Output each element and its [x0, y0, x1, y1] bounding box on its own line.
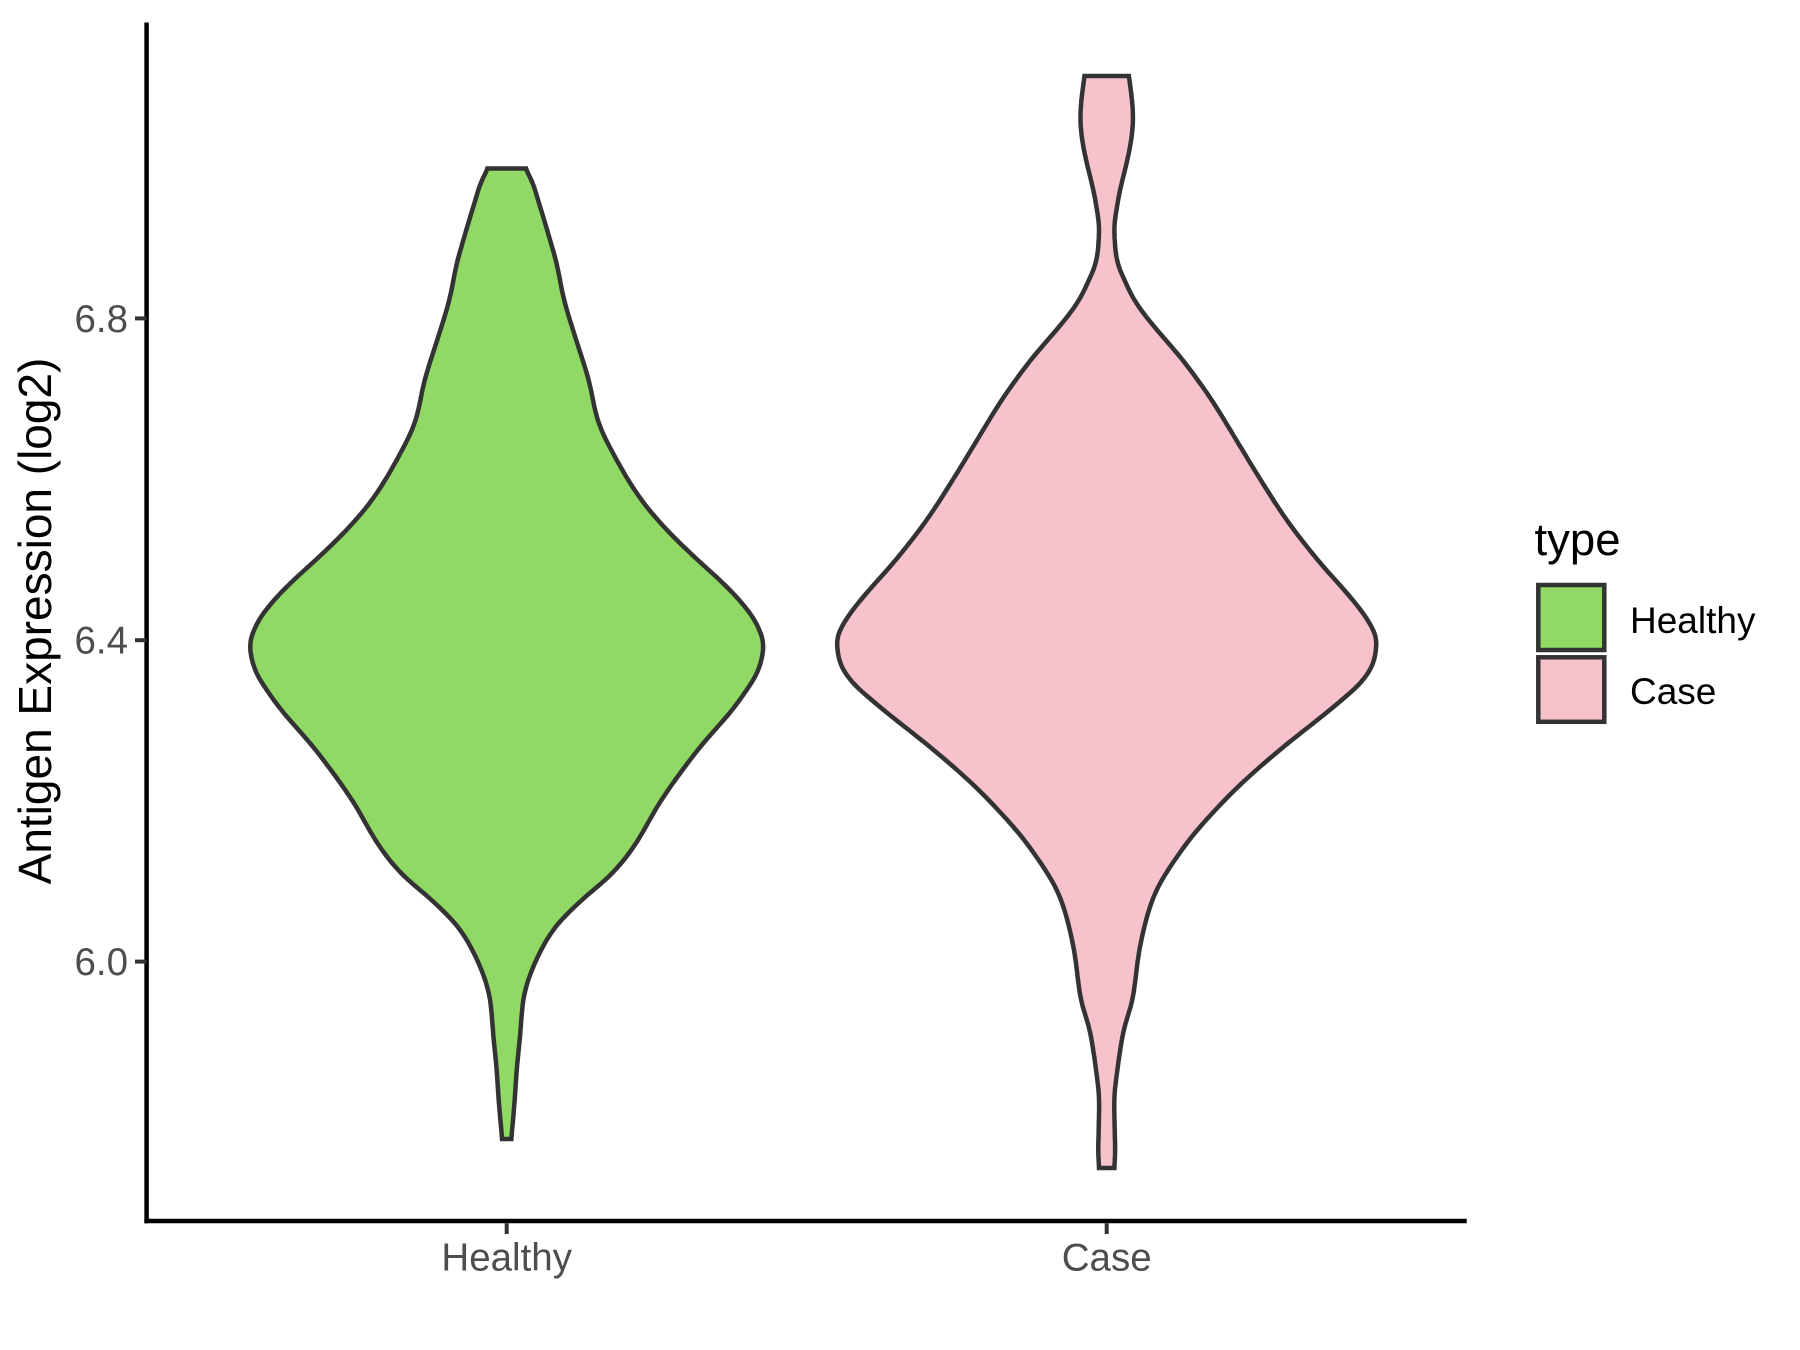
svg-text:6.0: 6.0 — [74, 941, 128, 984]
svg-text:Healthy: Healthy — [441, 1237, 572, 1280]
svg-text:Healthy: Healthy — [1630, 600, 1756, 641]
svg-text:Antigen Expression (log2): Antigen Expression (log2) — [9, 358, 61, 885]
svg-text:6.8: 6.8 — [74, 298, 128, 341]
svg-text:type: type — [1535, 514, 1621, 565]
svg-text:Case: Case — [1630, 671, 1716, 712]
svg-text:Case: Case — [1062, 1237, 1152, 1280]
svg-text:6.4: 6.4 — [74, 620, 128, 663]
